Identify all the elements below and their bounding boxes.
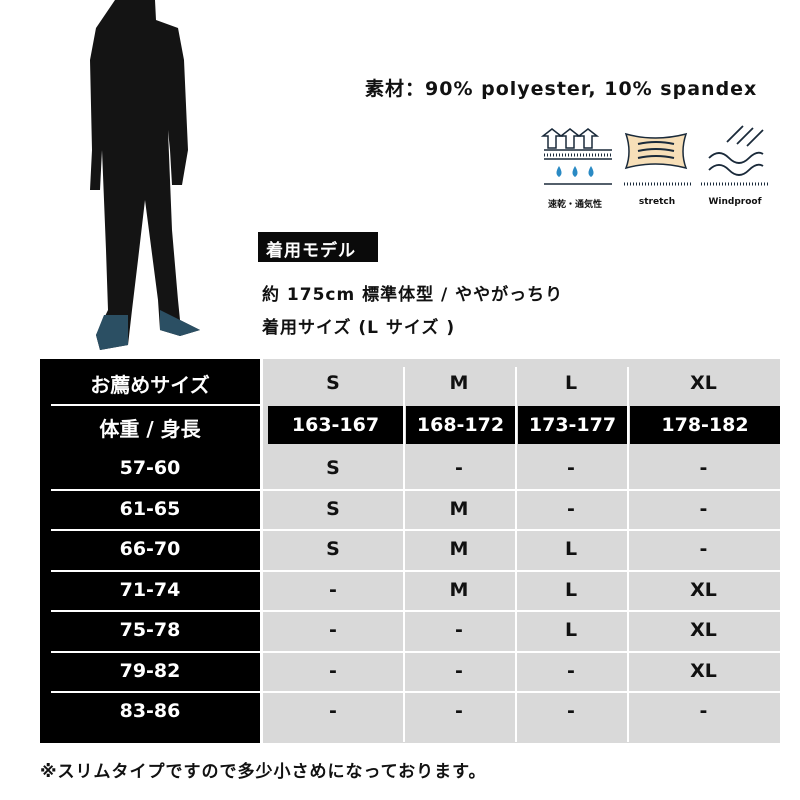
table-row-weight: 79-82 bbox=[119, 659, 181, 682]
divider bbox=[51, 404, 260, 406]
table-cell-size: - bbox=[699, 457, 708, 480]
model-body-info: 約 175cm 標準体型 / ややがっちり bbox=[262, 285, 564, 305]
table-cell-size: XL bbox=[690, 659, 717, 682]
column-divider bbox=[403, 367, 405, 742]
table-cell-size: S bbox=[326, 497, 340, 520]
height-range: 168-172 bbox=[406, 406, 515, 444]
quick-dry-breathable-icon bbox=[540, 128, 612, 185]
table-row-weight: 61-65 bbox=[119, 497, 181, 520]
table-cell-size: - bbox=[567, 659, 575, 682]
material-text: 素材：90% polyester, 10% spandex bbox=[365, 78, 758, 100]
table-cell-size: L bbox=[564, 619, 578, 642]
table-cell-size: - bbox=[329, 578, 337, 601]
footnote: ※スリムタイプですので多少小さめになっております。 bbox=[40, 762, 487, 782]
table-cell-size: - bbox=[329, 700, 337, 723]
row-divider bbox=[51, 650, 780, 653]
height-range: 173-177 bbox=[518, 406, 627, 444]
height-range: 163-167 bbox=[268, 406, 403, 444]
table-cell-size: - bbox=[567, 457, 575, 480]
table-cell-size: M bbox=[449, 578, 469, 601]
table-cell-size: - bbox=[455, 457, 463, 480]
windproof-icon bbox=[701, 125, 769, 186]
table-cell-size: - bbox=[699, 538, 708, 561]
feature-label-windproof: Windproof bbox=[708, 197, 762, 207]
size-header: S bbox=[326, 372, 340, 394]
table-left-column bbox=[40, 359, 260, 743]
table-cell-size: - bbox=[329, 659, 337, 682]
size-header: M bbox=[449, 372, 469, 394]
header-recommended-size: お薦めサイズ bbox=[90, 372, 210, 397]
header-weight-height: 体重 / 身長 bbox=[99, 416, 201, 441]
table-row-weight: 83-86 bbox=[119, 700, 181, 723]
table-cell-size: - bbox=[455, 619, 463, 642]
table-cell-size: - bbox=[455, 700, 463, 723]
table-cell-size: S bbox=[326, 457, 340, 480]
height-range: 178-182 bbox=[630, 406, 780, 444]
table-cell-size: M bbox=[449, 538, 469, 561]
column-divider bbox=[515, 367, 517, 742]
table-cell-size: L bbox=[564, 578, 578, 601]
row-divider bbox=[51, 488, 780, 491]
row-divider bbox=[51, 569, 780, 572]
table-row-weight: 57-60 bbox=[119, 457, 181, 480]
table-cell-size: - bbox=[329, 619, 337, 642]
table-row-weight: 75-78 bbox=[119, 619, 181, 642]
size-header: XL bbox=[690, 372, 717, 394]
feature-label-stretch: stretch bbox=[638, 197, 676, 207]
table-cell-size: - bbox=[567, 497, 575, 520]
model-tag: 着用モデル bbox=[258, 232, 378, 262]
model-size-info: 着用サイズ (L サイズ ) bbox=[262, 318, 456, 338]
column-divider bbox=[627, 367, 629, 742]
table-cell-size: - bbox=[699, 700, 708, 723]
row-divider bbox=[51, 610, 780, 612]
row-divider bbox=[51, 691, 780, 693]
table-cell-size: L bbox=[564, 538, 578, 561]
model-photo bbox=[90, 0, 200, 350]
table-cell-size: S bbox=[326, 538, 340, 561]
table-row-weight: 71-74 bbox=[119, 578, 181, 601]
size-header: L bbox=[564, 372, 578, 394]
table-row-weight: 66-70 bbox=[119, 538, 181, 561]
table-cell-size: XL bbox=[690, 578, 717, 601]
row-divider bbox=[51, 529, 780, 531]
table-cell-size: XL bbox=[690, 619, 717, 642]
feature-label-quick-dry: 速乾・通気性 bbox=[547, 200, 602, 210]
table-cell-size: - bbox=[567, 700, 575, 723]
table-cell-size: - bbox=[699, 497, 708, 520]
table-cell-size: M bbox=[449, 497, 469, 520]
table-cell-size: - bbox=[455, 659, 463, 682]
stretch-icon bbox=[624, 132, 692, 186]
